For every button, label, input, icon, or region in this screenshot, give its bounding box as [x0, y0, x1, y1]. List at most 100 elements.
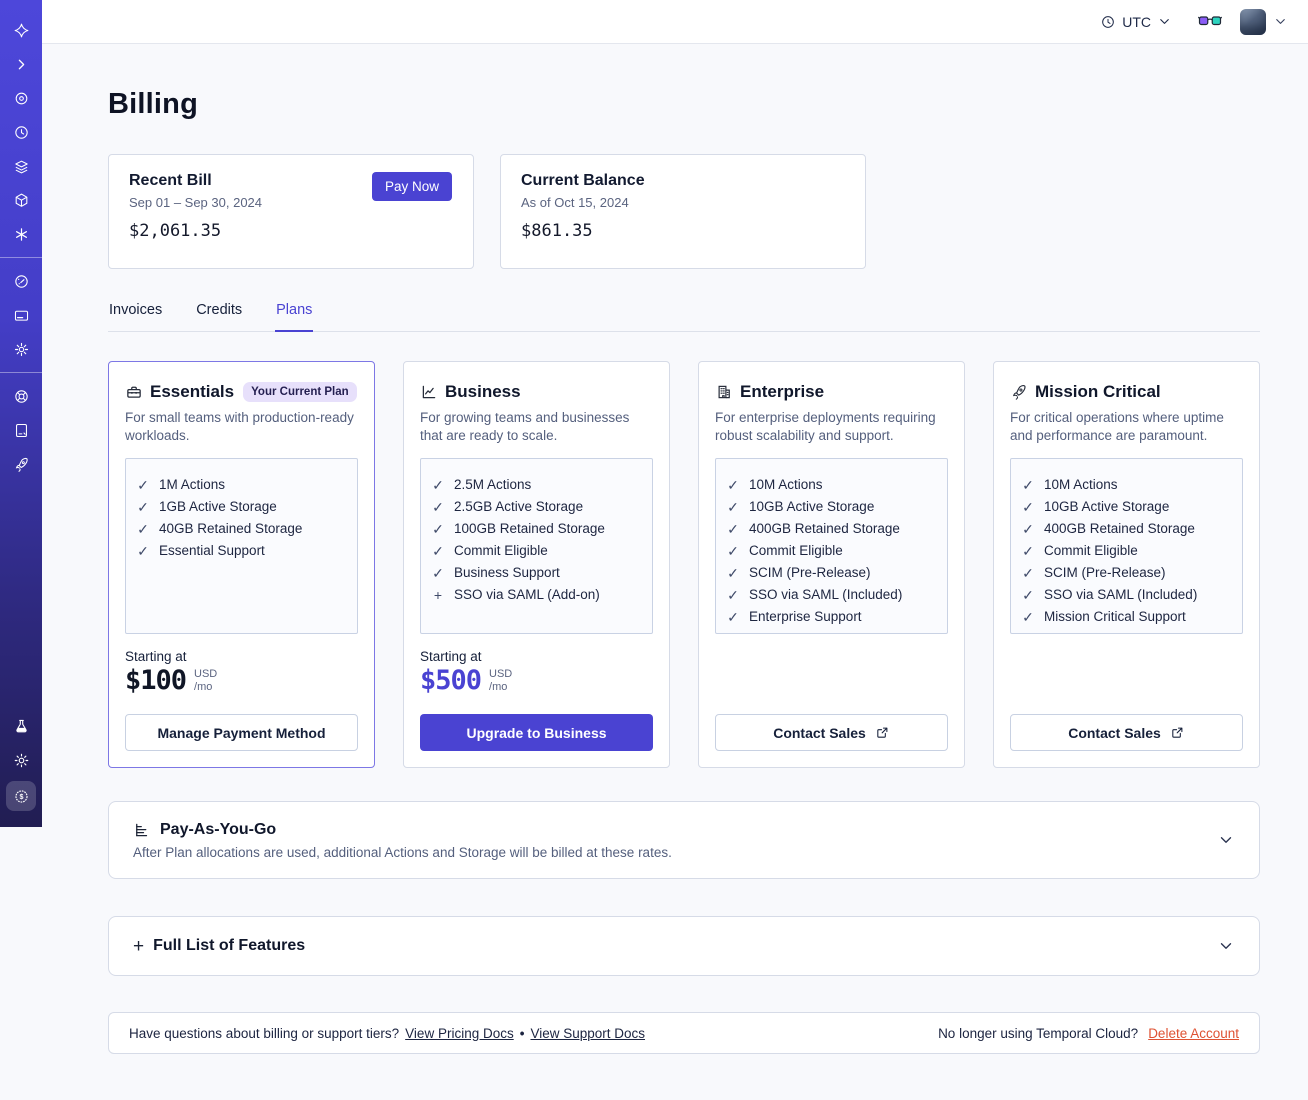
check-icon: ✓	[432, 543, 444, 559]
clock-icon	[1100, 14, 1116, 30]
feature-box: ✓ 2.5M Actions ✓ 2.5GB Active Storage ✓ 100…	[420, 458, 653, 634]
check-icon: ✓	[137, 477, 149, 493]
plan-description: For small teams with production-ready wo…	[125, 410, 354, 443]
feature-item: ✓ Commit Eligible	[431, 540, 642, 562]
getting-started-rocket-icon[interactable]	[0, 447, 42, 481]
docs-book-icon[interactable]	[0, 413, 42, 447]
recent-bill-amount: $2,061.35	[129, 221, 222, 241]
plan-card-mission-critical: Mission Critical For critical operations…	[993, 361, 1260, 768]
view-pricing-docs-link[interactable]: View Pricing Docs	[405, 1025, 514, 1041]
plan-description: For growing teams and businesses that ar…	[420, 410, 630, 443]
billing-dollar-icon	[6, 781, 36, 811]
sidebar-divider	[0, 372, 42, 373]
upgrade-to-business-button[interactable]: Upgrade to Business	[420, 714, 653, 751]
feature-item: ✓ 2.5GB Active Storage	[431, 496, 642, 518]
toolbox-icon	[125, 383, 143, 401]
check-icon: ✓	[1022, 543, 1034, 559]
starting-at-label: Starting at	[420, 649, 482, 664]
check-icon: ✓	[1022, 521, 1034, 537]
plan-card-essentials: Essentials Your Current Plan For small t…	[108, 361, 375, 768]
labs-flask-icon[interactable]	[0, 709, 42, 743]
feature-item: ✓ SSO via SAML (Included)	[726, 584, 937, 606]
plan-card-enterprise: Enterprise For enterprise deployments re…	[698, 361, 965, 768]
delete-account-link[interactable]: Delete Account	[1148, 1025, 1239, 1041]
building-icon	[715, 383, 733, 401]
current-plan-badge: Your Current Plan	[243, 382, 357, 402]
account-menu-chevron-icon[interactable]	[1273, 14, 1288, 29]
billing-card-icon[interactable]	[0, 298, 42, 332]
paygo-chart-icon	[133, 821, 151, 839]
check-icon: ✓	[727, 477, 739, 493]
footer-right-question: No longer using Temporal Cloud?	[938, 1025, 1139, 1041]
temporal-logo-icon[interactable]	[0, 13, 42, 47]
check-icon: ✓	[1022, 609, 1034, 625]
pay-as-you-go-panel[interactable]: Pay-As-You-Go After Plan allocations are…	[108, 801, 1260, 879]
plan-price: $100	[125, 665, 187, 696]
tab-invoices[interactable]: Invoices	[109, 302, 163, 318]
full-features-panel[interactable]: + Full List of Features	[108, 916, 1260, 976]
theme-sun-icon[interactable]	[0, 743, 42, 777]
pay-now-button[interactable]: Pay Now	[371, 172, 452, 201]
feature-item: ✓ 400GB Retained Storage	[726, 518, 937, 540]
chevron-down-icon[interactable]	[1217, 831, 1235, 849]
check-icon: ✓	[432, 499, 444, 515]
usage-gauge-icon[interactable]	[0, 264, 42, 298]
check-icon: ✓	[137, 521, 149, 537]
plan-price: $500	[420, 665, 482, 696]
sidebar-collapse-icon[interactable]	[0, 47, 42, 81]
external-link-icon	[1170, 725, 1185, 740]
support-lifebuoy-icon[interactable]	[0, 379, 42, 413]
feature-item: ✓ 10M Actions	[1021, 474, 1232, 496]
current-balance-asof: As of Oct 15, 2024	[521, 195, 629, 210]
sidebar	[0, 0, 42, 827]
price-unit: USD/mo	[194, 668, 218, 693]
check-icon: ✓	[137, 543, 149, 559]
check-icon: ✓	[137, 499, 149, 515]
feature-item: ✓ Essential Support	[136, 540, 347, 562]
settings-gear-icon[interactable]	[0, 332, 42, 366]
check-icon: ✓	[432, 477, 444, 493]
feature-item: ✓ 10GB Active Storage	[1021, 496, 1232, 518]
chart-box-icon	[420, 383, 438, 401]
check-icon: ✓	[727, 609, 739, 625]
feature-item: ✓ SSO via SAML (Included)	[1021, 584, 1232, 606]
namespaces-icon[interactable]	[0, 81, 42, 115]
feature-item: ✓ 1GB Active Storage	[136, 496, 347, 518]
footer-question: Have questions about billing or support …	[129, 1025, 400, 1041]
chevron-down-icon	[1157, 14, 1172, 29]
schedules-clock-icon[interactable]	[0, 115, 42, 149]
avatar[interactable]	[1240, 8, 1266, 35]
plan-card-business: Business For growing teams and businesse…	[403, 361, 670, 768]
feature-item: ✓ 2.5M Actions	[431, 474, 642, 496]
tab-plans[interactable]: Plans	[275, 296, 314, 332]
billing-tabs: Invoices Credits Plans	[108, 296, 1260, 332]
contact-sales-button[interactable]: Contact Sales	[1010, 714, 1243, 751]
check-icon: ✓	[1022, 477, 1034, 493]
feature-item: ✓ SCIM (Pre-Release)	[726, 562, 937, 584]
plan-name: Essentials	[150, 382, 235, 401]
billing-active-item[interactable]	[0, 777, 42, 815]
timezone-selector[interactable]: UTC	[1100, 14, 1172, 30]
current-balance-card: Current Balance As of Oct 15, 2024 $861.…	[500, 154, 866, 269]
manage-payment-method-button[interactable]: Manage Payment Method	[125, 714, 358, 751]
feature-item: ✓ 10GB Active Storage	[726, 496, 937, 518]
plan-description: For critical operations where uptime and…	[1010, 410, 1224, 443]
feature-item: + SSO via SAML (Add-on)	[431, 584, 642, 606]
feature-item: ✓ 40GB Retained Storage	[136, 518, 347, 540]
tab-credits[interactable]: Credits	[196, 302, 243, 318]
layers-icon[interactable]	[0, 149, 42, 183]
plan-name: Enterprise	[740, 382, 825, 401]
rocket-icon	[1010, 383, 1028, 401]
check-icon: ✓	[1022, 565, 1034, 581]
view-support-docs-link[interactable]: View Support Docs	[530, 1025, 646, 1041]
topbar: UTC	[42, 0, 1308, 44]
check-icon: ✓	[727, 499, 739, 515]
recent-bill-card: Recent Bill Sep 01 – Sep 30, 2024 $2,061…	[108, 154, 474, 269]
glasses-icon[interactable]	[1198, 14, 1222, 29]
deployments-cube-icon[interactable]	[0, 183, 42, 217]
check-icon: ✓	[1022, 499, 1034, 515]
nexus-asterisk-icon[interactable]	[0, 217, 42, 251]
chevron-down-icon[interactable]	[1217, 937, 1235, 955]
contact-sales-button[interactable]: Contact Sales	[715, 714, 948, 751]
timezone-label: UTC	[1122, 13, 1151, 30]
